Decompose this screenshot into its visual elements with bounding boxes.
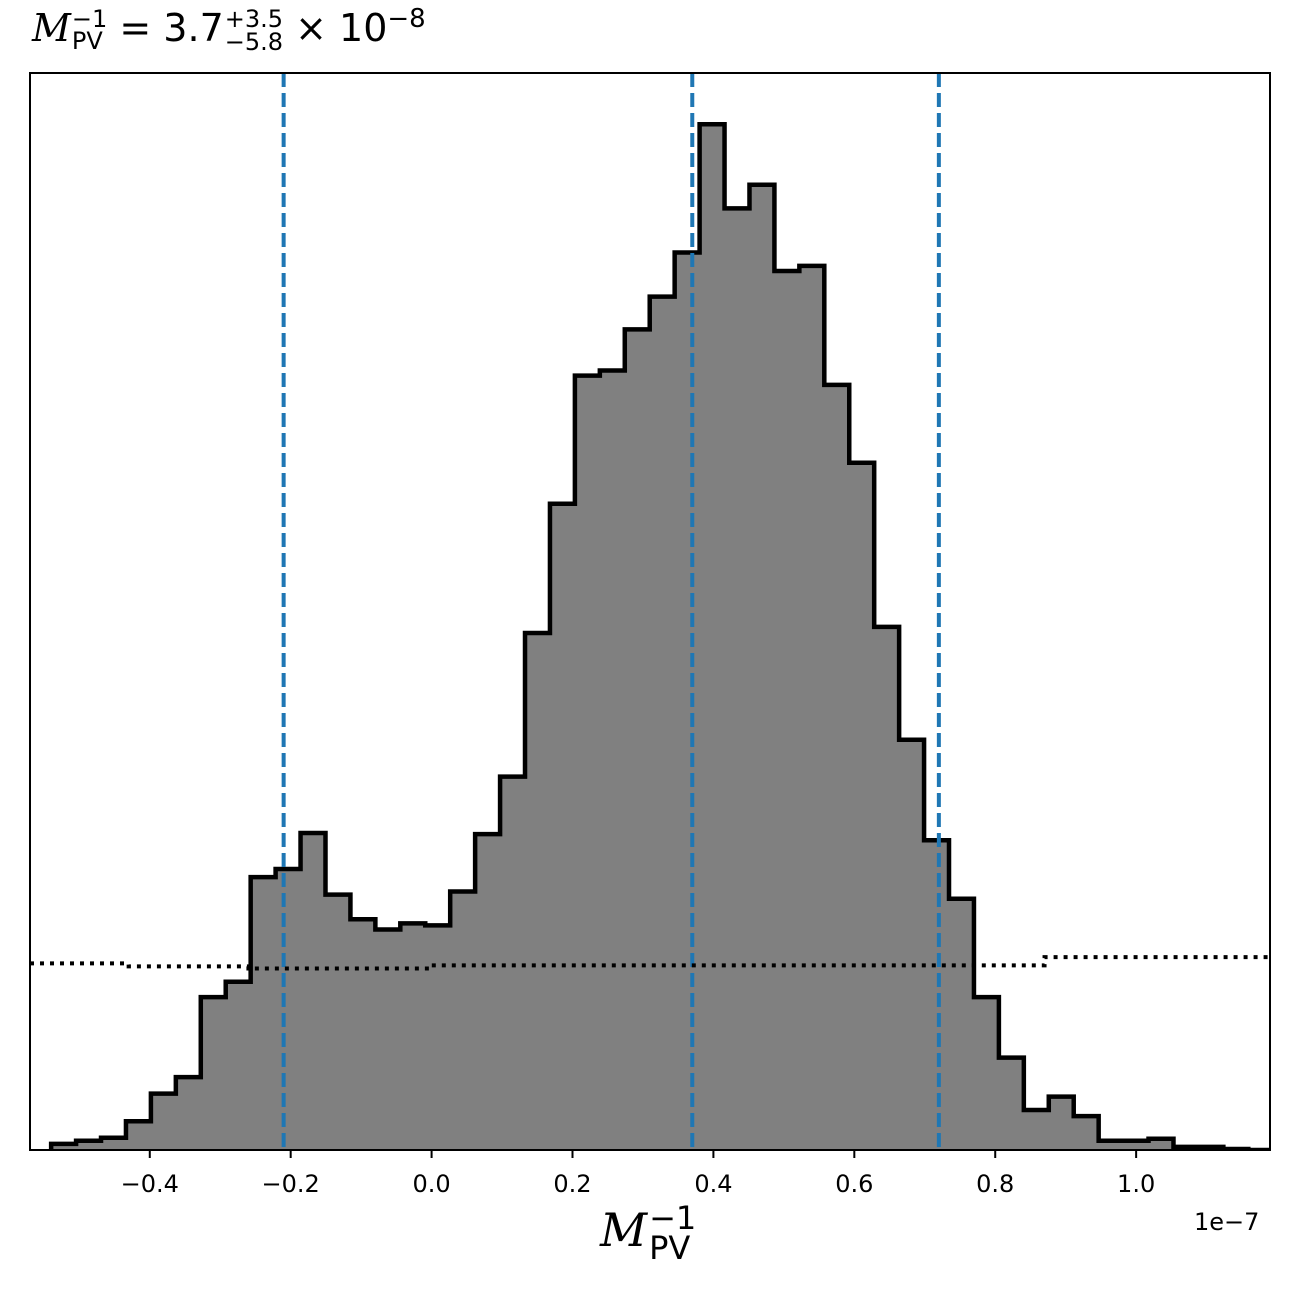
histogram-bar [51,1143,77,1150]
histogram-bar [350,919,376,1150]
x-tick-label: 0.8 [976,1170,1014,1198]
title-lower-err: −5.8 [224,27,284,56]
histogram-bar [899,739,925,1150]
chart-title: M −1 PV = 3.7 +3.5 −5.8 × 10−8 [32,6,426,53]
x-tick-label: −0.4 [121,1170,179,1198]
histogram-bar [300,833,326,1150]
histogram-bar [1023,1109,1050,1150]
histogram-bar [225,981,252,1150]
histogram-bar [599,370,626,1150]
histogram-bar [525,633,551,1150]
prior-line [30,955,1270,971]
title-sup: −1 [71,4,108,33]
histogram-bar [200,997,227,1150]
histogram-bar [574,375,601,1150]
histogram-bar [724,208,750,1150]
histogram-bar [824,384,850,1150]
histogram-bar [1048,1096,1075,1150]
title-value: = 3.7 [107,6,224,50]
histogram-bar [924,840,950,1150]
x-tick-label: 0.2 [553,1170,591,1198]
histogram-bar [1098,1140,1125,1150]
title-times: × 10 [283,6,388,50]
histogram-bar [624,329,651,1150]
title-exponent: −8 [387,4,426,34]
plot-frame [29,72,1271,1151]
histogram-bar [150,1093,177,1150]
histogram-bar [649,296,676,1150]
histogram-bar [1073,1116,1100,1150]
histogram-bar [749,184,775,1150]
histogram-bar [250,877,277,1150]
histogram-bar [400,923,426,1150]
histogram-bar [500,776,526,1150]
histogram-bar [76,1140,102,1150]
histogram-bar [425,925,451,1150]
histogram-bar [949,898,975,1150]
histogram-bar [175,1077,202,1150]
x-tick-label: 0.6 [835,1170,873,1198]
title-errors: +3.5 −5.8 [224,4,284,56]
title-subsup: −1 PV [71,4,108,55]
x-tick-label: 0.4 [694,1170,732,1198]
histogram-bar [674,252,701,1150]
histogram-bar [275,868,302,1150]
histogram-bar [874,626,900,1150]
histogram-bar [375,929,401,1150]
title-upper-err: +3.5 [224,4,284,33]
histogram-bar [998,1057,1025,1150]
x-tick-label: −0.2 [262,1170,320,1198]
title-symbol: M [32,6,71,50]
histogram-bar [101,1137,127,1150]
x-tick-label: 0.0 [413,1170,451,1198]
histogram-bar [450,891,476,1150]
xlabel-subsup: −1 PV [649,1199,697,1268]
histogram-bar [1148,1138,1174,1150]
x-tick-label: 1.0 [1117,1170,1155,1198]
x-axis-label: M −1 PV [600,1199,697,1268]
xlabel-symbol: M [600,1202,648,1257]
xlabel-sub: PV [649,1229,691,1268]
xlabel-sup: −1 [649,1199,697,1237]
histogram-bar [325,894,351,1150]
histogram-bar [973,997,1000,1150]
histogram-bar [849,462,875,1150]
histogram-bar [699,124,726,1150]
histogram-outline [48,122,1270,1150]
histogram-bar [774,270,800,1150]
histogram-bar [549,503,576,1150]
x-axis-offset-label: 1e−7 [1194,1208,1260,1236]
histogram-bar [1123,1140,1150,1150]
title-sub: PV [71,26,103,55]
histogram-bar [475,834,501,1150]
histogram-bar [799,265,825,1150]
histogram-bar [125,1121,152,1150]
